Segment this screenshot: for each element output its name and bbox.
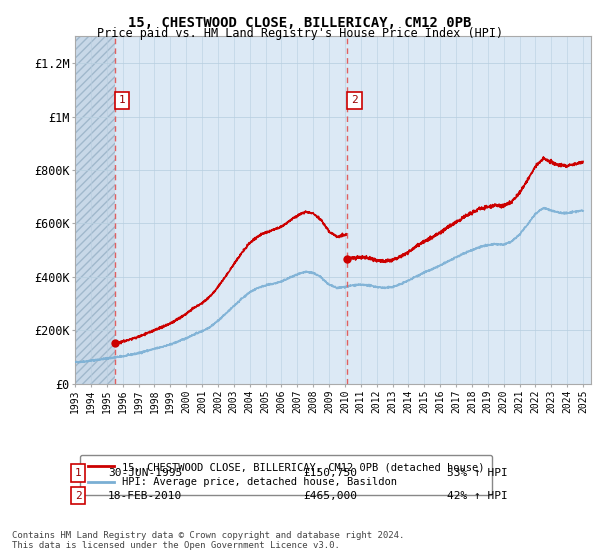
Text: 30-JUN-1995: 30-JUN-1995 (108, 468, 182, 478)
Text: 1: 1 (119, 96, 125, 105)
Text: 2: 2 (351, 96, 358, 105)
Text: Contains HM Land Registry data © Crown copyright and database right 2024.
This d: Contains HM Land Registry data © Crown c… (12, 530, 404, 550)
Text: 53% ↑ HPI: 53% ↑ HPI (447, 468, 508, 478)
Legend: 15, CHESTWOOD CLOSE, BILLERICAY, CM12 0PB (detached house), HPI: Average price, : 15, CHESTWOOD CLOSE, BILLERICAY, CM12 0P… (80, 455, 491, 494)
Text: £150,750: £150,750 (303, 468, 357, 478)
Text: 42% ↑ HPI: 42% ↑ HPI (447, 491, 508, 501)
Bar (75, 36, 115, 384)
Text: 15, CHESTWOOD CLOSE, BILLERICAY, CM12 0PB: 15, CHESTWOOD CLOSE, BILLERICAY, CM12 0P… (128, 16, 472, 30)
Text: 2: 2 (74, 491, 82, 501)
Text: 18-FEB-2010: 18-FEB-2010 (108, 491, 182, 501)
Text: 1: 1 (74, 468, 82, 478)
Text: Price paid vs. HM Land Registry's House Price Index (HPI): Price paid vs. HM Land Registry's House … (97, 27, 503, 40)
Text: £465,000: £465,000 (303, 491, 357, 501)
